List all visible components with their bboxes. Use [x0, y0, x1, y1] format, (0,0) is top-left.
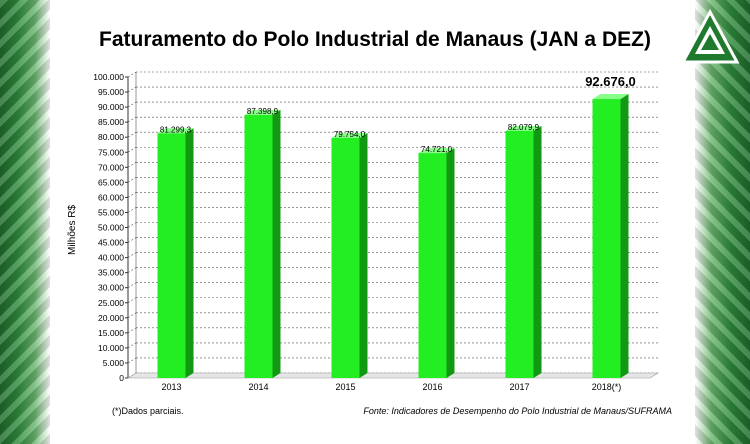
- y-tick-label: 35.000: [98, 268, 124, 278]
- y-axis-tick-labels: 0 5.000 10.000 15.000 20.000 25.000 30.000 35.0…: [93, 72, 124, 383]
- x-tick-label: 2013: [161, 382, 181, 392]
- bar-value-label: 74.721,0: [421, 145, 453, 154]
- y-tick-label: 90.000: [98, 102, 124, 112]
- decorative-left-border: [0, 0, 50, 444]
- bar: [418, 153, 447, 378]
- y-tick-label: 85.000: [98, 117, 124, 127]
- gridline-diagonal: [127, 71, 137, 78]
- y-tick-label: 10.000: [98, 343, 124, 353]
- y-tick-label: 0: [119, 373, 124, 383]
- bar-value-label: 81.299,3: [160, 125, 192, 134]
- suframa-logo-icon: [680, 8, 740, 64]
- bar-side: [620, 94, 629, 379]
- bar-value-label: 87.398,9: [247, 107, 279, 116]
- bar-top: [331, 132, 368, 138]
- gridline-diagonal: [127, 207, 137, 213]
- bar-value-label: 92.676,0: [585, 74, 636, 89]
- chart-floor: [126, 372, 660, 379]
- y-tick-label: 70.000: [98, 162, 124, 172]
- chart-grid: [125, 71, 658, 379]
- gridline-diagonal: [127, 177, 137, 183]
- y-tick-label: 30.000: [98, 283, 124, 293]
- bar-side: [359, 132, 368, 378]
- y-tick-label: 60.000: [98, 192, 124, 202]
- gridline-diagonal: [127, 86, 137, 93]
- y-tick-label: 20.000: [98, 313, 124, 323]
- bar-side: [185, 128, 194, 378]
- gridline-diagonal: [127, 116, 137, 123]
- gridline-diagonal: [127, 101, 137, 108]
- gridline-diagonal: [127, 237, 137, 243]
- bar-side: [446, 148, 455, 378]
- bar-top: [244, 109, 281, 115]
- source-note: Fonte: Indicadores de Desempenho do Polo…: [363, 406, 672, 416]
- gridline-diagonal: [127, 267, 137, 273]
- x-tick-label: 2015: [335, 382, 355, 392]
- bar-side: [272, 109, 281, 378]
- y-tick-label: 75.000: [98, 147, 124, 157]
- decorative-right-border: [695, 0, 750, 444]
- bar-top: [592, 94, 629, 100]
- gridline-diagonal: [127, 192, 137, 198]
- gridline-diagonal: [127, 357, 137, 364]
- bar: [592, 99, 621, 379]
- chart-title: Faturamento do Polo Industrial de Manaus…: [99, 28, 651, 51]
- gridline-diagonal: [127, 131, 137, 138]
- bar-side: [533, 125, 542, 378]
- chart-bars: [157, 94, 629, 379]
- x-tick-label: 2018(*): [592, 382, 622, 392]
- gridline-diagonal: [127, 297, 137, 304]
- y-tick-label: 80.000: [98, 132, 124, 142]
- y-tick-label: 25.000: [98, 298, 124, 308]
- y-tick-label: 100.000: [93, 72, 124, 82]
- gridline-diagonal: [127, 342, 137, 349]
- bar-value-label: 82.079,9: [508, 123, 540, 132]
- y-tick-label: 55.000: [98, 207, 124, 217]
- bar: [244, 114, 273, 378]
- footnote: (*)Dados parciais.: [112, 406, 184, 416]
- bar: [157, 133, 186, 378]
- gridline-diagonal: [127, 312, 137, 319]
- gridline-diagonal: [127, 327, 137, 334]
- x-tick-label: 2017: [509, 382, 529, 392]
- bar-top: [418, 148, 455, 154]
- gridline-diagonal: [127, 162, 137, 168]
- y-tick-label: 95.000: [98, 87, 124, 97]
- y-axis-label: Milhões R$: [67, 205, 78, 255]
- gridline-diagonal: [127, 252, 137, 258]
- x-axis-tick-labels: 2013 2014 2015 2016 2017 2018(*): [161, 382, 621, 392]
- bar-value-label: 79.754,0: [334, 130, 366, 139]
- x-tick-label: 2016: [422, 382, 442, 392]
- gridline-diagonal: [127, 146, 137, 153]
- chart-floor-plane: [126, 372, 660, 379]
- gridline-diagonal: [127, 222, 137, 228]
- bar: [505, 130, 534, 378]
- x-tick-label: 2014: [248, 382, 268, 392]
- bar-value-labels: 81.299,3 87.398,9 79.754,0 74.721,0 82.079,9…: [160, 74, 636, 154]
- y-tick-label: 40.000: [98, 253, 124, 263]
- y-tick-label: 5.000: [103, 358, 125, 368]
- bar-top: [505, 125, 542, 131]
- bar-top: [157, 128, 194, 134]
- gridline-diagonal: [127, 282, 137, 288]
- y-tick-label: 15.000: [98, 328, 124, 338]
- y-tick-label: 50.000: [98, 223, 124, 233]
- y-tick-label: 65.000: [98, 177, 124, 187]
- y-tick-label: 45.000: [98, 238, 124, 248]
- bar: [331, 137, 360, 378]
